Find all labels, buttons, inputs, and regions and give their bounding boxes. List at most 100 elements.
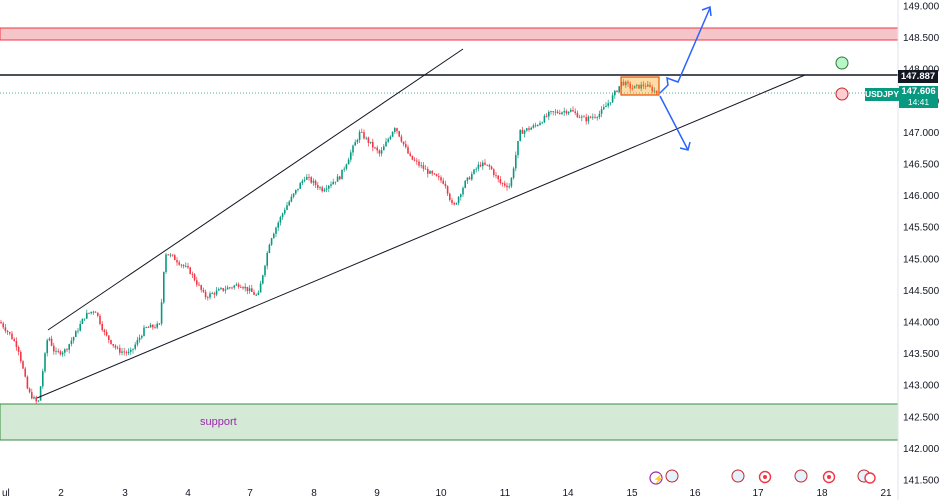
candle-body bbox=[345, 164, 348, 169]
bearish-arrow bbox=[659, 95, 689, 151]
event-icons[interactable]: ⚡ bbox=[649, 469, 876, 485]
candle-body bbox=[119, 347, 121, 353]
candle-body bbox=[517, 140, 519, 156]
price-tick-label: 146.500 bbox=[903, 160, 940, 171]
countdown-value: 14:41 bbox=[907, 97, 930, 107]
candle-body bbox=[290, 196, 293, 202]
candle-body bbox=[574, 111, 576, 113]
candle-body bbox=[486, 164, 488, 166]
candle-body bbox=[354, 142, 356, 146]
candle-body bbox=[471, 173, 473, 180]
candle-body bbox=[565, 111, 568, 114]
candle-body bbox=[523, 130, 526, 134]
candle-body bbox=[380, 150, 383, 154]
candle-body bbox=[515, 155, 517, 169]
candle-body bbox=[288, 201, 290, 206]
candle-body bbox=[418, 161, 420, 166]
candle-body bbox=[374, 147, 376, 149]
candle-body bbox=[655, 90, 658, 94]
time-tick-label: 21 bbox=[880, 488, 892, 499]
time-tick-label: 15 bbox=[626, 488, 638, 499]
candle-body bbox=[332, 181, 334, 185]
candle-body bbox=[13, 339, 15, 341]
candle-body bbox=[631, 88, 634, 90]
candle-body bbox=[123, 351, 125, 353]
candle-body bbox=[248, 288, 251, 291]
candle-body bbox=[90, 311, 92, 314]
candle-body bbox=[603, 107, 605, 110]
candle-body bbox=[72, 337, 75, 341]
candle-body bbox=[163, 272, 165, 303]
symbol-tag: USDJPY bbox=[865, 88, 900, 101]
time-axis[interactable]: ul 2 3 4 7 8 9 10 11 14 15 16 17 18 21 bbox=[2, 488, 892, 499]
candle-body bbox=[165, 254, 167, 273]
us-flag-icon bbox=[731, 469, 745, 483]
candle-body bbox=[376, 147, 378, 151]
candle-body bbox=[363, 132, 365, 139]
candle-body bbox=[466, 177, 469, 181]
candle-body bbox=[147, 327, 150, 328]
candle-body bbox=[110, 339, 112, 345]
candle-body bbox=[141, 335, 143, 338]
candle-body bbox=[86, 312, 88, 319]
candle-body bbox=[653, 90, 656, 92]
price-tick-label: 144.000 bbox=[903, 318, 940, 329]
support-label: support bbox=[200, 416, 237, 428]
candle-body bbox=[231, 287, 233, 289]
last-price-value: 147.606 bbox=[901, 86, 936, 97]
candle-body bbox=[389, 136, 392, 140]
candle-body bbox=[24, 368, 26, 377]
candle-body bbox=[134, 344, 136, 349]
candle-body bbox=[431, 171, 433, 174]
candle-body bbox=[548, 111, 550, 117]
candle-body bbox=[301, 180, 304, 184]
candle-body bbox=[592, 116, 594, 118]
candle-body bbox=[420, 165, 422, 167]
candle-body bbox=[411, 155, 414, 160]
candle-body bbox=[121, 351, 123, 353]
candle-body bbox=[108, 335, 110, 340]
price-tick-label: 148.500 bbox=[903, 33, 940, 44]
candle-body bbox=[581, 116, 583, 118]
price-tick-label: 142.000 bbox=[903, 444, 940, 455]
candle-body bbox=[629, 83, 631, 89]
lightning-icon bbox=[649, 471, 663, 485]
candle-body bbox=[9, 332, 11, 334]
candle-body bbox=[11, 333, 13, 340]
candle-body bbox=[268, 244, 271, 253]
candle-body bbox=[609, 102, 612, 104]
candle-body bbox=[422, 165, 425, 169]
candle-body bbox=[224, 289, 227, 291]
time-tick-label: 7 bbox=[247, 488, 253, 499]
green-circle-marker bbox=[835, 56, 849, 70]
candle-body bbox=[158, 323, 161, 325]
candle-body bbox=[614, 90, 616, 96]
candle-body bbox=[31, 392, 33, 399]
candle-body bbox=[319, 187, 321, 189]
candle-body bbox=[77, 330, 79, 332]
price-tick-label: 147.000 bbox=[903, 128, 940, 139]
upper-trendline bbox=[47, 48, 464, 331]
time-tick-label: 2 bbox=[58, 488, 64, 499]
candle-body bbox=[644, 86, 647, 87]
candle-body bbox=[416, 160, 418, 162]
candle-body bbox=[262, 275, 264, 284]
candle-body bbox=[325, 188, 328, 190]
candle-body bbox=[314, 180, 317, 185]
candle-body bbox=[229, 287, 231, 289]
candle-body bbox=[97, 312, 99, 316]
candle-body bbox=[220, 288, 222, 290]
candle-body bbox=[409, 153, 411, 156]
candle-body bbox=[233, 285, 235, 288]
candle-body bbox=[561, 112, 563, 114]
candle-body bbox=[81, 318, 84, 324]
candle-body bbox=[105, 331, 108, 336]
candle-body bbox=[433, 173, 436, 175]
candle-body bbox=[633, 85, 636, 89]
candle-body bbox=[625, 81, 627, 86]
candle-body bbox=[273, 233, 275, 239]
candle-body bbox=[189, 267, 191, 274]
candle-body bbox=[215, 290, 218, 295]
candle-body bbox=[440, 177, 442, 181]
